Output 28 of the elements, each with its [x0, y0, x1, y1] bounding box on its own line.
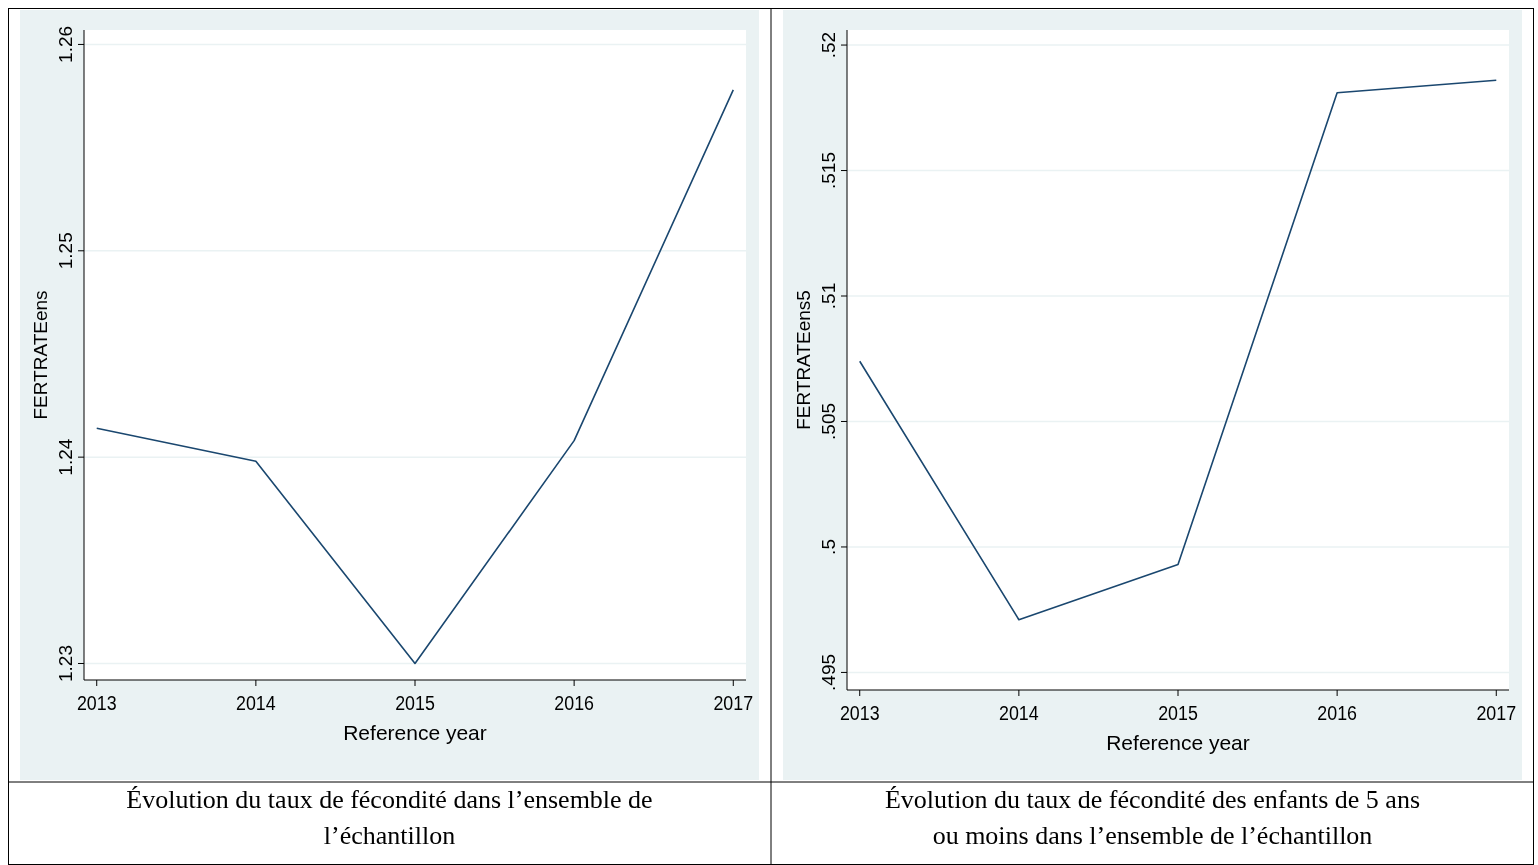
x-tick-label: 2016: [554, 690, 594, 715]
x-tick-label: 2017: [713, 690, 754, 715]
line-series: [858, 79, 1498, 621]
x-tick-label: 2014: [999, 700, 1039, 725]
x-tick-label: 2015: [1158, 700, 1198, 725]
y-tick-label: .515: [818, 152, 839, 190]
line-series: [95, 89, 735, 665]
text: Évolution du taux de fécondité dans l’ensemble de l’échantillon: [126, 785, 653, 850]
x-tick-label: 2014: [236, 690, 276, 715]
x-axis-title: Reference year: [1106, 731, 1250, 754]
x-tick-label: 2017: [1476, 700, 1517, 725]
y-axis-title: FERTRATEens: [30, 290, 51, 420]
y-tick-label: 1.24: [55, 438, 76, 476]
x-axis-title: Reference year: [343, 721, 487, 744]
y-tick-label: .505: [818, 402, 839, 440]
x-tick-label: 2013: [839, 700, 880, 725]
y-tick-label: .495: [818, 653, 839, 691]
text: Évolution du taux de fécondité des enfants de 5 ans ou moins dans l’ensemble de l’échantillon: [884, 785, 1421, 850]
y-tick-label: 1.25: [55, 232, 76, 270]
y-tick-label: 1.26: [55, 25, 76, 63]
y-axis-title: FERTRATEens5: [793, 290, 814, 430]
y-tick-label: .51: [818, 282, 839, 310]
x-tick-label: 2013: [76, 690, 117, 715]
y-tick-label: 1.23: [55, 645, 76, 682]
y-tick-label: .52: [818, 31, 839, 59]
x-tick-label: 2015: [395, 690, 435, 715]
x-tick-label: 2016: [1317, 700, 1357, 725]
y-tick-label: .5: [818, 539, 839, 555]
